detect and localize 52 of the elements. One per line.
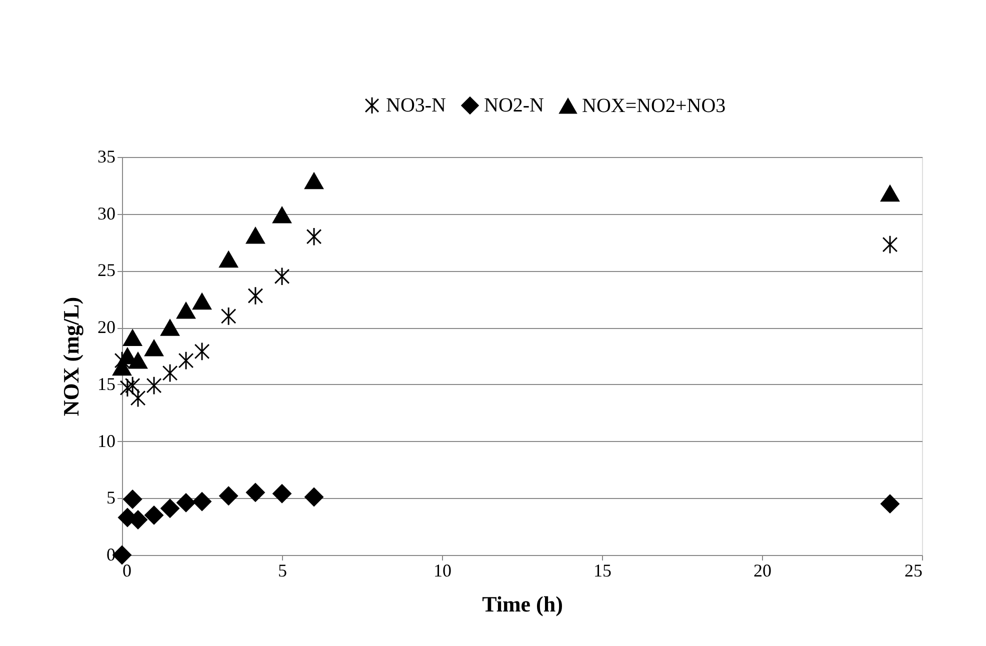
point	[144, 506, 164, 525]
legend-label: NOX=NO2+NO3	[582, 95, 726, 117]
x-tick-label: 25	[904, 560, 922, 580]
x-tick-label: 5	[278, 560, 287, 580]
point	[123, 330, 142, 346]
point	[272, 206, 292, 224]
point	[880, 494, 900, 514]
point	[194, 342, 210, 361]
point	[160, 498, 180, 518]
point	[192, 293, 212, 310]
x-axis-title: Time (h)	[482, 592, 563, 616]
point	[144, 340, 164, 356]
point	[219, 251, 238, 268]
point	[123, 490, 142, 509]
point	[246, 483, 265, 502]
point	[880, 185, 900, 202]
point	[304, 172, 324, 190]
point	[176, 493, 196, 512]
y-tick-label: 35	[98, 146, 116, 166]
point	[306, 227, 322, 246]
point	[120, 378, 136, 398]
x-tick-label: 10	[434, 560, 452, 580]
y-tick-label: 30	[98, 203, 116, 224]
x-tick-label: 0	[122, 560, 132, 580]
point	[124, 376, 140, 395]
point	[160, 319, 180, 336]
point	[130, 388, 146, 408]
point	[220, 306, 236, 326]
point	[178, 351, 194, 370]
y-tick-label: 25	[98, 260, 116, 280]
point	[246, 227, 265, 244]
point	[219, 486, 238, 506]
y-tick-label: 15	[98, 374, 116, 394]
point	[128, 352, 148, 369]
point	[274, 266, 290, 286]
point	[146, 376, 162, 395]
point	[192, 492, 212, 511]
legend-label: NO2-N	[484, 94, 544, 116]
point	[882, 235, 898, 254]
point	[162, 364, 178, 382]
point	[114, 351, 130, 370]
y-tick-label: 20	[98, 317, 116, 338]
point	[176, 302, 196, 319]
x-tick-label: 15	[594, 560, 612, 580]
x-tick-label: 20	[754, 560, 772, 580]
point	[272, 484, 292, 504]
point	[248, 286, 264, 306]
legend-label: NO3-N	[386, 94, 446, 116]
y-tick-label: 10	[98, 430, 116, 451]
y-axis-title: NOX (mg/L)	[58, 296, 84, 416]
y-tick-label: 5	[106, 488, 116, 508]
point	[304, 488, 324, 506]
